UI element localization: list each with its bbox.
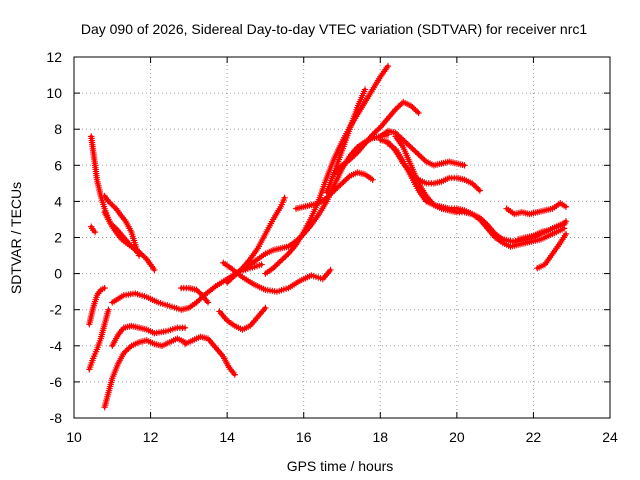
series-markers: [503, 200, 570, 218]
y-tick-label: -8: [50, 410, 63, 426]
y-tick-label: -6: [50, 374, 63, 390]
series-line: [89, 134, 156, 272]
series-line: [103, 336, 187, 409]
data-series-group: [86, 62, 570, 411]
series-track-05: [86, 284, 108, 328]
x-tick-label: 12: [143, 429, 159, 445]
series-markers: [377, 127, 468, 169]
x-tick-label: 16: [296, 429, 312, 445]
series-track-17: [262, 62, 392, 277]
y-tick-label: -4: [50, 338, 63, 354]
series-markers: [262, 62, 392, 277]
x-tick-label: 18: [372, 429, 388, 445]
series-markers: [534, 230, 570, 272]
x-tick-label: 24: [602, 429, 618, 445]
series-markers: [292, 169, 376, 212]
x-tick-label: 22: [526, 429, 542, 445]
series-markers: [88, 223, 99, 236]
y-tick-label: -2: [50, 302, 63, 318]
y-tick-label: 4: [54, 193, 62, 209]
series-markers: [86, 284, 108, 328]
series-track-19: [331, 98, 422, 178]
series-track-09: [109, 322, 189, 349]
y-tick-label: 12: [46, 49, 62, 65]
y-tick-label: 0: [54, 266, 62, 282]
series-markers: [331, 98, 422, 178]
series-track-12: [216, 304, 269, 333]
y-tick-label: 10: [46, 85, 62, 101]
series-track-20: [377, 127, 468, 169]
series-track-18: [323, 86, 369, 196]
series-markers: [101, 335, 189, 411]
series-markers: [88, 133, 158, 274]
series-track-24: [503, 200, 570, 218]
y-tick-label: 8: [54, 121, 62, 137]
series-markers: [392, 133, 568, 250]
series-markers: [216, 304, 269, 333]
series-track-01: [88, 133, 158, 274]
series-track-22: [384, 140, 568, 245]
series-track-02: [88, 223, 99, 236]
series-track-26: [514, 218, 570, 243]
y-axis-label: SDTVAR / TECUs: [8, 182, 24, 294]
x-axis-label: GPS time / hours: [287, 458, 394, 474]
series-line: [386, 142, 566, 243]
series-track-07: [101, 335, 189, 411]
series-track-11: [178, 284, 212, 306]
series-markers: [109, 261, 265, 313]
series-track-04: [101, 209, 143, 257]
x-tick-label: 20: [449, 429, 465, 445]
series-markers: [178, 284, 212, 306]
x-tick-label: 14: [219, 429, 235, 445]
series-markers: [384, 140, 568, 245]
series-track-25: [534, 230, 570, 272]
x-tick-label: 10: [66, 429, 82, 445]
series-markers: [101, 209, 143, 257]
series-track-16: [292, 169, 376, 212]
y-tick-label: 6: [54, 157, 62, 173]
chart-title: Day 090 of 2026, Sidereal Day-to-day VTE…: [81, 21, 587, 37]
series-markers: [514, 218, 570, 243]
series-markers: [220, 259, 334, 295]
y-tick-label: 2: [54, 230, 62, 246]
series-track-06: [86, 306, 112, 373]
series-track-23: [392, 133, 568, 250]
series-markers: [86, 306, 112, 373]
series-markers: [181, 333, 238, 378]
series-track-08: [181, 333, 238, 378]
series-markers: [109, 322, 189, 349]
